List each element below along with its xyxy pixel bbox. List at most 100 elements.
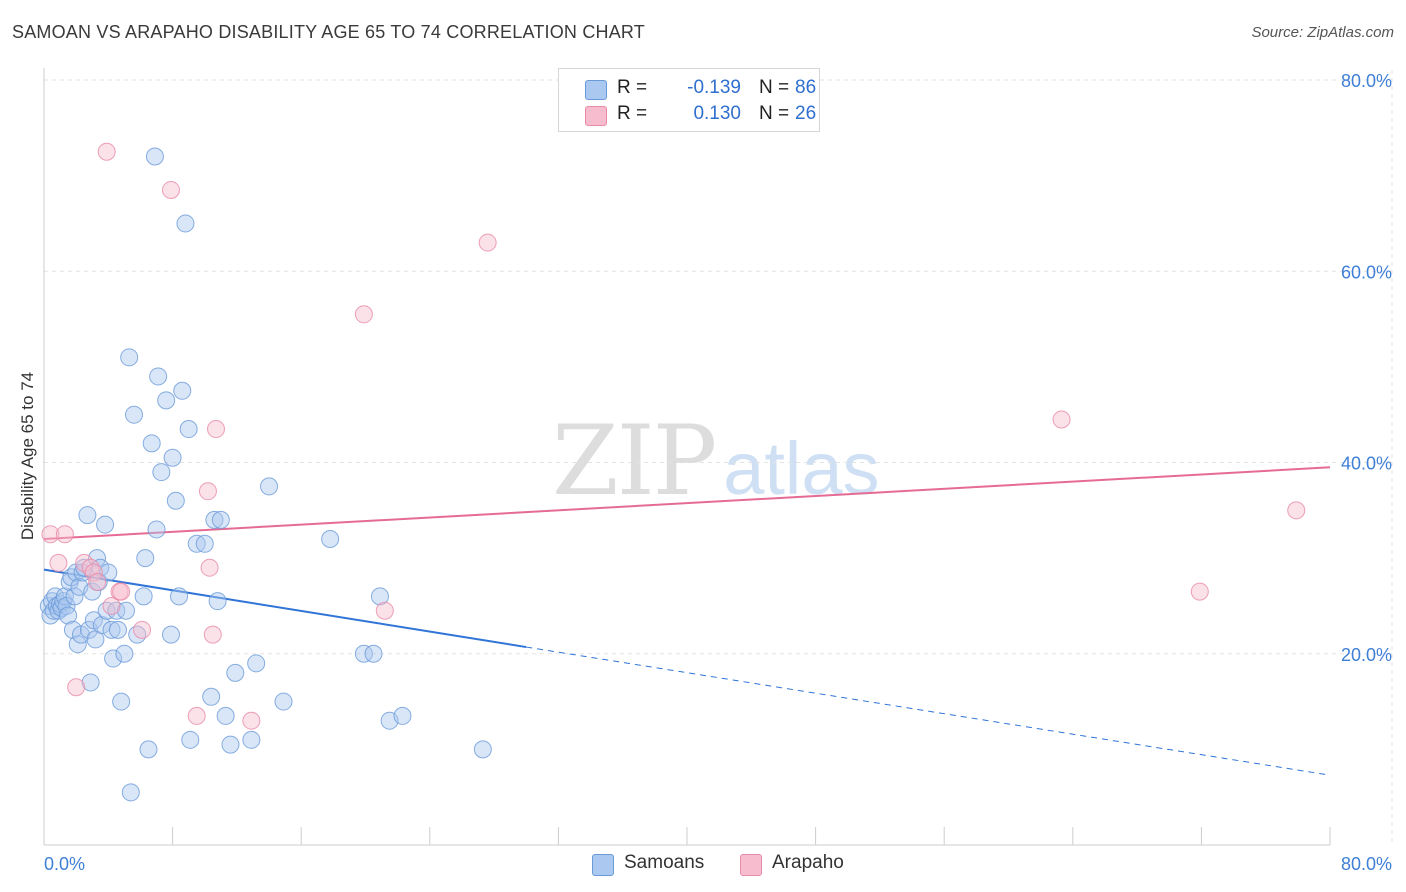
point-samoans [242, 730, 261, 749]
point-samoans [112, 692, 131, 711]
tick-labels: 20.0% 40.0% 60.0% 80.0% 0.0% 80.0% [44, 71, 1392, 874]
y-axis-label: Disability Age 65 to 74 [18, 372, 37, 540]
point-samoans [152, 463, 171, 482]
trend-lines [43, 466, 1331, 776]
axes [43, 68, 1331, 846]
grid-lines [44, 70, 1393, 845]
point-samoans [173, 381, 192, 400]
bottom-legend-label-samoans: Samoans [624, 852, 705, 873]
legend-r-value: -0.139 [687, 77, 741, 98]
point-arapaho [161, 180, 180, 199]
bottom-legend-swatch-arapaho [740, 854, 762, 876]
point-samoans [195, 534, 214, 553]
point-arapaho [112, 582, 131, 601]
point-arapaho [478, 233, 497, 252]
point-samoans [157, 391, 176, 410]
point-arapaho [354, 305, 373, 324]
y-tick-label: 80.0% [1341, 71, 1392, 91]
point-arapaho [242, 711, 261, 730]
point-samoans [59, 606, 78, 625]
point-samoans [102, 620, 121, 639]
point-samoans [145, 147, 164, 166]
point-arapaho [84, 563, 103, 582]
point-arapaho [200, 558, 219, 577]
point-samoans [473, 740, 492, 759]
legend-n-value: 86 [795, 77, 817, 98]
point-samoans [136, 549, 155, 568]
point-samoans [81, 673, 100, 692]
point-arapaho [187, 706, 206, 725]
point-samoans [161, 625, 180, 644]
point-samoans [139, 740, 158, 759]
point-samoans [247, 654, 266, 673]
point-samoans [128, 625, 147, 644]
point-samoans [147, 520, 166, 539]
point-samoans [116, 601, 135, 620]
point-samoans [354, 644, 373, 663]
bottom-legend-label-arapaho: Arapaho [772, 852, 844, 873]
point-samoans [181, 730, 200, 749]
point-arapaho [198, 482, 217, 501]
point-samoans [216, 706, 235, 725]
watermark: ZIP atlas [552, 405, 880, 517]
x-tick-label: 80.0% [1341, 854, 1392, 874]
trend-line-samoans-extension [526, 646, 1331, 776]
point-samoans [205, 510, 224, 529]
point-samoans [370, 587, 389, 606]
point-samoans [68, 635, 87, 654]
point-samoans [179, 420, 198, 439]
bottom-legend-swatch-samoans [592, 854, 614, 876]
point-samoans [55, 587, 74, 606]
point-samoans [75, 558, 94, 577]
point-arapaho [207, 420, 226, 439]
point-samoans [125, 405, 144, 424]
point-samoans [274, 692, 293, 711]
point-samoans [97, 601, 116, 620]
point-arapaho [88, 573, 107, 592]
y-tick-label: 60.0% [1341, 262, 1392, 282]
point-arapaho [133, 620, 152, 639]
point-arapaho [102, 596, 121, 615]
chart-title: SAMOAN VS ARAPAHO DISABILITY AGE 65 TO 7… [12, 22, 645, 42]
legend-n-value: 26 [795, 103, 817, 124]
stats-legend: R = -0.139 N = 86 R = 0.130 N = 26 [558, 68, 820, 132]
point-samoans [149, 367, 168, 386]
point-arapaho [67, 678, 86, 697]
legend-swatch-samoans [585, 80, 607, 100]
point-samoans [107, 601, 126, 620]
legend-r-value: 0.130 [693, 103, 741, 124]
y-tick-label: 20.0% [1341, 645, 1392, 665]
point-samoans [321, 530, 340, 548]
point-samoans [96, 515, 115, 534]
point-arapaho [1190, 582, 1209, 601]
point-samoans [170, 587, 189, 606]
point-arapaho [375, 601, 394, 620]
point-samoans [260, 477, 279, 496]
y-tick-label: 40.0% [1341, 454, 1392, 474]
point-samoans [115, 644, 134, 663]
point-samoans [121, 783, 140, 802]
point-samoans [65, 587, 84, 606]
legend-n-label: N = [759, 77, 790, 98]
x-tick-label: 0.0% [44, 854, 85, 874]
point-samoans [83, 582, 102, 601]
point-samoans [163, 448, 182, 467]
point-samoans [120, 348, 139, 367]
point-samoans [176, 214, 195, 233]
point-samoans [208, 592, 227, 611]
point-samoans [226, 663, 245, 682]
legend-n-label: N = [759, 103, 790, 124]
point-arapaho [1052, 410, 1071, 429]
point-samoans [211, 510, 230, 529]
point-samoans [364, 644, 383, 663]
legend-swatch-arapaho [585, 106, 607, 126]
data-points [39, 142, 1306, 802]
point-arapaho [41, 525, 60, 544]
point-arapaho [1287, 501, 1306, 520]
point-samoans [393, 706, 412, 725]
point-samoans [134, 587, 153, 606]
point-samoans [78, 506, 97, 525]
legend-r-label: R = [617, 103, 648, 124]
point-arapaho [49, 553, 68, 572]
